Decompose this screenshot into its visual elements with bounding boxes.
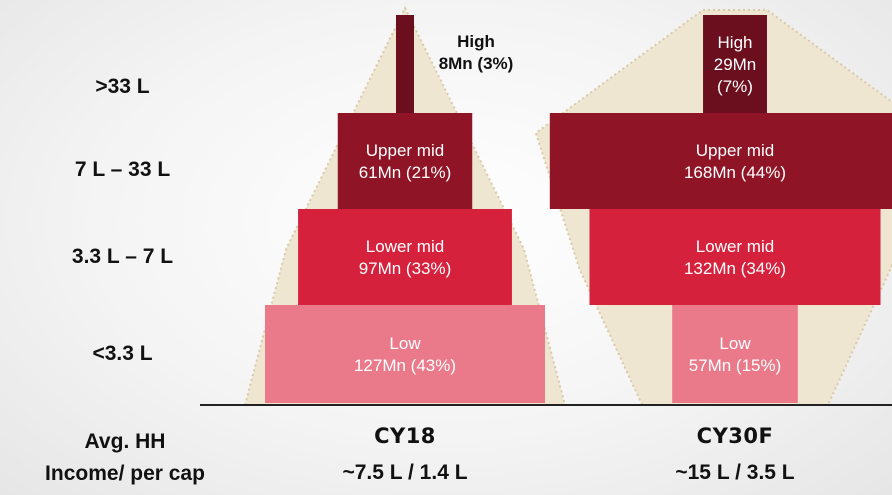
data-label-cy30f-high-line1: High [718, 33, 753, 52]
data-label-cy18-high-line2: 8Mn (3%) [439, 54, 514, 73]
data-label-cy18-lower-mid-line1: Lower mid [366, 237, 444, 256]
data-label-cy18-upper-mid-line1: Upper mid [366, 141, 444, 160]
data-label-cy18-upper-mid-line2: 61Mn (21%) [359, 163, 452, 182]
bar-cy18-high [396, 15, 414, 113]
data-label-cy18-lower-mid-line2: 97Mn (33%) [359, 259, 452, 278]
band-label-high: >33 L [95, 75, 150, 98]
bar-cy18-low [265, 305, 545, 403]
data-label-cy18-low-line2: 127Mn (43%) [354, 356, 456, 375]
data-label-cy30f-lower-mid-line2: 132Mn (34%) [684, 259, 786, 278]
footer-label-line2: Income/ per cap [45, 462, 205, 485]
data-label-cy18-high-line1: High [457, 32, 495, 51]
data-label-cy18-low-line1: Low [389, 334, 421, 353]
data-label-cy30f-high-line2: 29Mn [714, 55, 757, 74]
data-label-cy30f-low-line2: 57Mn (15%) [689, 356, 782, 375]
footer-label-line1: Avg. HH [84, 430, 166, 453]
data-label-cy30f-upper-mid-line2: 168Mn (44%) [684, 163, 786, 182]
band-label-upper-mid: 7 L – 33 L [74, 158, 171, 181]
pyramid-bars: High 8Mn (3%) Upper mid 61Mn (21%) Lower mid… [265, 15, 892, 403]
bar-cy18-lower-mid [298, 209, 512, 305]
series-income-cy30f: ~15 L / 3.5 L [675, 461, 795, 484]
series-income-cy18: ~7.5 L / 1.4 L [342, 461, 468, 484]
series-title-cy18: CY18 [374, 424, 436, 448]
band-label-low: <3.3 L [92, 342, 153, 365]
bar-cy30f-high [703, 15, 767, 113]
bar-cy30f-upper-mid [549, 113, 892, 209]
data-label-cy30f-lower-mid-line1: Lower mid [696, 237, 774, 256]
series-title-cy30f: CY30F [696, 424, 774, 448]
data-label-cy30f-low-line1: Low [719, 334, 751, 353]
bar-cy30f-low [672, 305, 798, 403]
bar-cy30f-lower-mid [589, 209, 881, 305]
bar-cy18-upper-mid [337, 113, 473, 209]
band-label-lower-mid: 3.3 L – 7 L [71, 245, 174, 268]
data-label-cy30f-high-line3: (7%) [717, 77, 753, 96]
data-label-cy30f-upper-mid-line1: Upper mid [696, 141, 774, 160]
